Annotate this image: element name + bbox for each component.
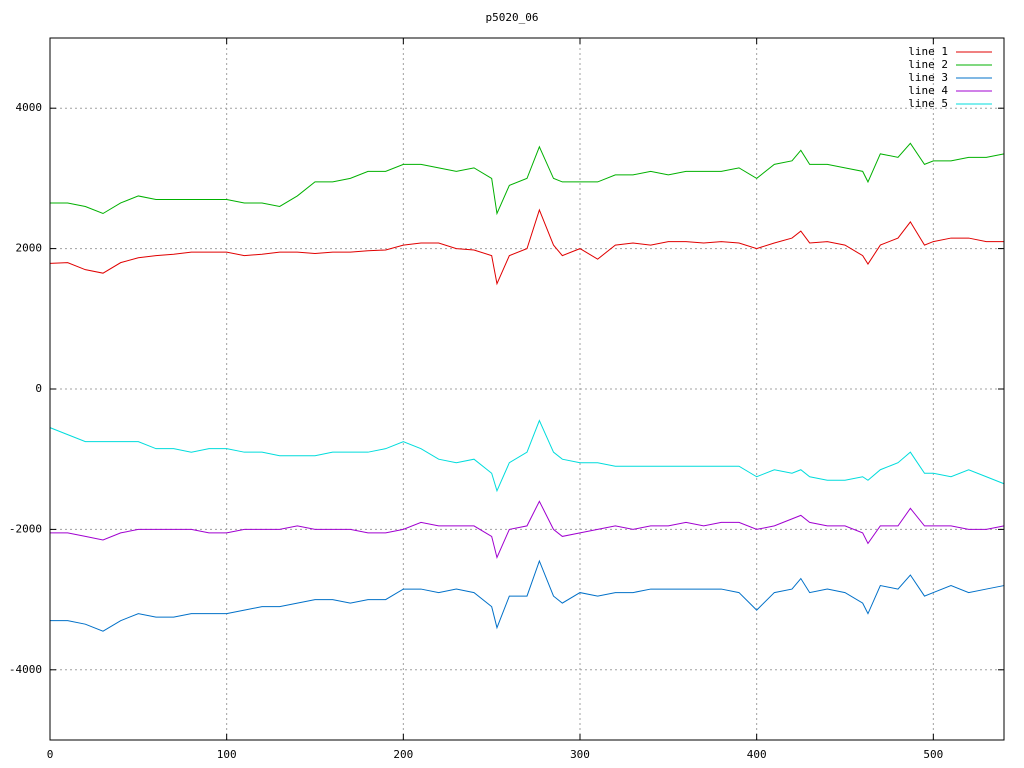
- data-line: [50, 500, 1005, 560]
- y-tick-label: -4000: [9, 663, 42, 676]
- legend-label: line 2: [908, 58, 948, 71]
- legend-label: line 3: [908, 71, 948, 84]
- data-line: [49, 208, 1004, 286]
- y-tick-label: 0: [35, 382, 42, 395]
- x-tick-label: 500: [923, 748, 943, 761]
- x-tick-label: 200: [393, 748, 413, 761]
- x-tick-label: 100: [217, 748, 237, 761]
- x-tick-label: 0: [47, 748, 54, 761]
- legend-label: line 1: [908, 45, 948, 58]
- data-line: [49, 419, 1005, 493]
- legend-label: line 5: [908, 97, 948, 110]
- legend-label: line 4: [908, 84, 948, 97]
- data-line: [50, 142, 1005, 216]
- x-tick-label: 300: [570, 748, 590, 761]
- y-tick-label: 2000: [16, 242, 43, 255]
- data-line: [50, 559, 1005, 632]
- chart-title: p5020_06: [486, 11, 539, 24]
- x-tick-label: 400: [747, 748, 767, 761]
- y-tick-label: 4000: [16, 101, 43, 114]
- plot-frame: [49, 37, 1005, 741]
- y-tick-label: -2000: [9, 522, 42, 535]
